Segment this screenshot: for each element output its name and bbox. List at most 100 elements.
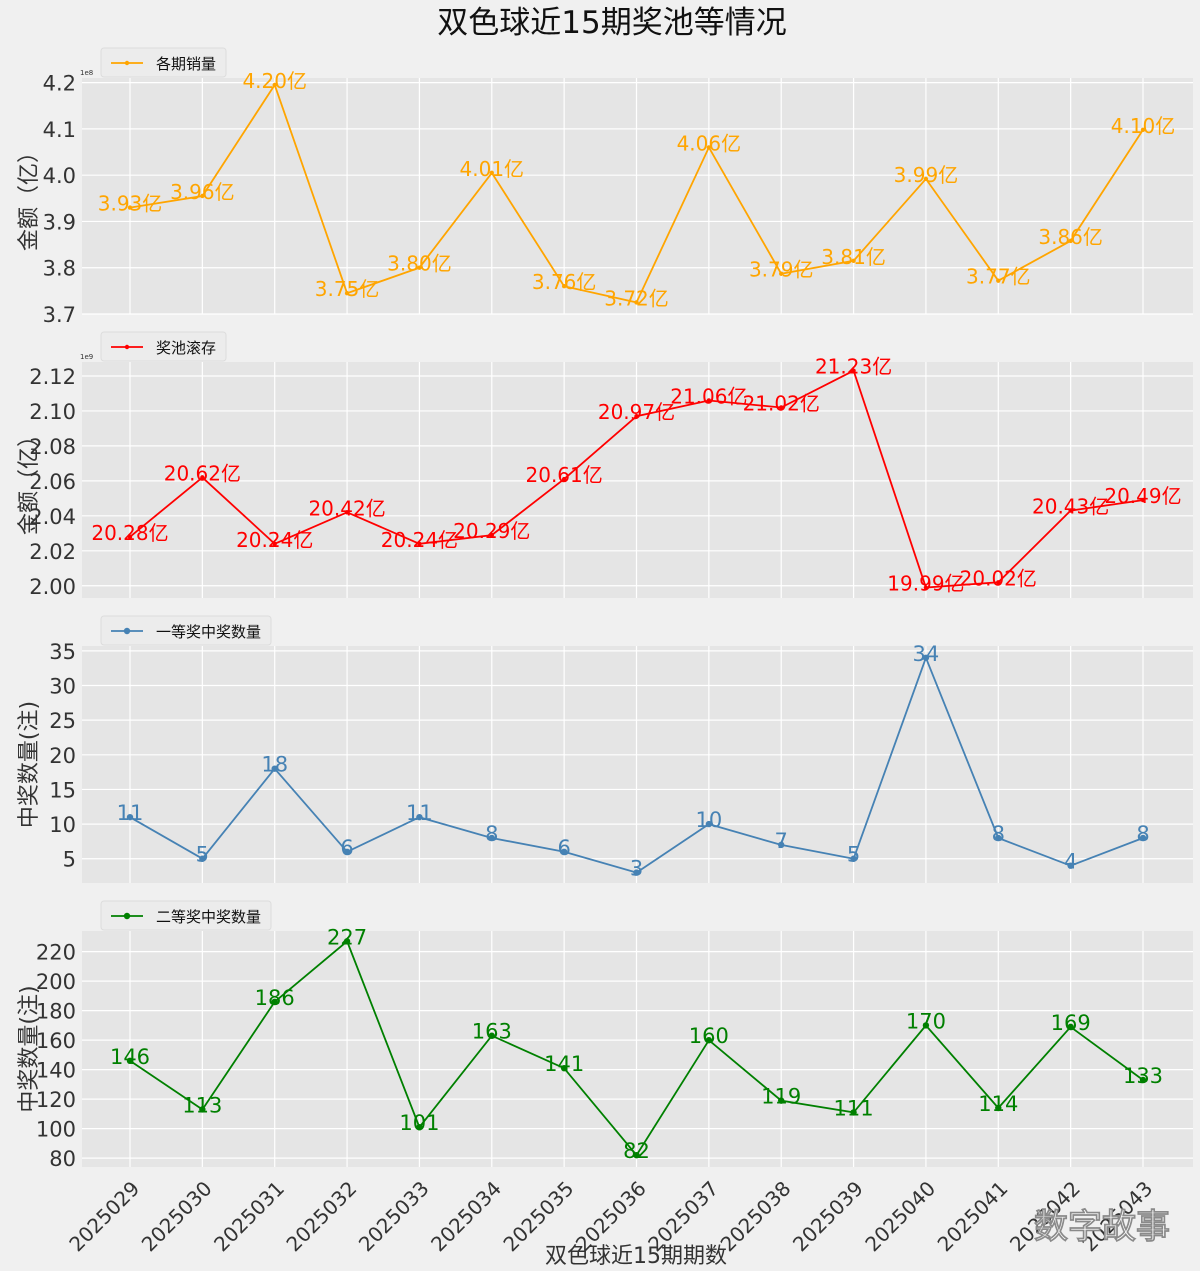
data-point — [488, 1032, 495, 1039]
data-point — [344, 290, 350, 296]
data-point — [1140, 127, 1146, 133]
legend: 各期销量 — [100, 47, 227, 78]
data-label: 133 — [1123, 1064, 1163, 1088]
panel-3: 5 10 15 20 25 30 35 中奖数量(注) 11 5 18 6 11 8 6 3 10 7 5 34 8 4 8… — [17, 615, 1193, 883]
data-label: 170 — [906, 1009, 946, 1033]
data-label: 34 — [913, 642, 940, 666]
legend-label: 二等奖中奖数量 — [156, 908, 261, 926]
data-point — [344, 510, 350, 515]
y-tick-label: 220 — [36, 941, 76, 965]
data-label: 4.10亿 — [1111, 114, 1176, 138]
data-point — [199, 1106, 206, 1113]
data-point — [922, 1022, 930, 1029]
y-tick-label: 100 — [36, 1118, 76, 1142]
data-label: 11 — [406, 801, 433, 825]
data-label: 101 — [399, 1111, 439, 1135]
panel-4: 80 100 120 140 160 180 200 220 中奖数量(注) 146 113 186 2… — [17, 900, 1193, 1171]
data-point — [633, 1152, 640, 1159]
data-point — [416, 1123, 423, 1131]
data-label: 186 — [255, 986, 295, 1010]
data-label: 5 — [196, 843, 209, 867]
y-tick-label: 3.7 — [43, 303, 76, 327]
data-label: 141 — [544, 1052, 584, 1076]
x-tick-label: 2025032 — [281, 1176, 361, 1256]
data-label: 113 — [182, 1093, 222, 1117]
data-label: 4.20亿 — [242, 69, 307, 93]
data-label: 3 — [630, 857, 643, 881]
data-label: 119 — [761, 1085, 801, 1109]
legend-box — [100, 331, 227, 362]
legend-box — [100, 47, 227, 78]
x-tick-label: 2025041 — [933, 1176, 1013, 1256]
legend: 一等奖中奖数量 — [100, 615, 272, 646]
data-label: 20.49亿 — [1104, 484, 1181, 508]
data-point — [851, 368, 856, 373]
data-point — [200, 475, 205, 480]
x-tick-label: 2025030 — [137, 1176, 217, 1256]
legend-box — [100, 615, 272, 646]
x-tick-label: 2025040 — [860, 1176, 940, 1256]
y-axis-label: 金额（亿） — [17, 425, 42, 535]
legend-swatch-marker — [123, 627, 131, 635]
data-label: 3.86亿 — [1038, 225, 1103, 249]
y-tick-label: 4.1 — [43, 118, 76, 142]
plot-area — [82, 362, 1193, 598]
x-axis-label: 双色球近15期期数 — [545, 1244, 727, 1269]
x-tick-label: 2025033 — [354, 1176, 434, 1256]
data-label: 3.77亿 — [966, 265, 1031, 289]
y-tick-label: 35 — [49, 640, 76, 664]
data-label: 19.99亿 — [887, 572, 964, 596]
data-label: 3.72亿 — [604, 286, 669, 310]
data-label: 3.81亿 — [821, 245, 886, 269]
data-label: 5 — [847, 843, 860, 867]
data-point — [561, 284, 567, 289]
data-point — [127, 534, 133, 540]
data-point — [633, 869, 640, 876]
data-point — [705, 1036, 713, 1044]
data-point — [995, 834, 1002, 842]
data-label: 146 — [110, 1045, 150, 1069]
data-label: 20.24亿 — [381, 528, 458, 552]
data-point — [705, 820, 713, 828]
y-tick-label: 180 — [36, 1000, 76, 1024]
legend-label: 一等奖中奖数量 — [156, 623, 261, 641]
data-point — [272, 82, 277, 88]
y-offset-label: 1e8 — [80, 69, 93, 77]
x-tick-label: 2025038 — [716, 1176, 796, 1256]
legend-swatch-marker — [124, 60, 130, 66]
data-label: 20.28亿 — [91, 521, 168, 545]
data-label: 111 — [834, 1096, 874, 1120]
data-point — [200, 193, 205, 199]
data-label: 3.80亿 — [387, 252, 452, 276]
legend: 二等奖中奖数量 — [100, 900, 272, 931]
data-point — [996, 580, 1001, 585]
x-tick-label: 2025034 — [426, 1176, 506, 1256]
y-tick-label: 120 — [36, 1088, 76, 1112]
data-point — [850, 855, 857, 862]
data-label: 6 — [557, 836, 570, 860]
panel-1: 3.7 3.8 3.9 4.0 4.1 4.2 1e8 金额（亿） 3.93亿 3.96亿 4.20… — [17, 47, 1193, 327]
data-point — [922, 654, 930, 661]
data-point — [126, 813, 134, 821]
legend-swatch-marker — [123, 912, 131, 920]
y-tick-label: 2.04 — [29, 505, 76, 529]
y-tick-label: 4.0 — [43, 164, 76, 188]
data-label: 114 — [978, 1092, 1018, 1116]
data-label: 20.43亿 — [1032, 495, 1109, 519]
data-point — [1067, 1023, 1074, 1031]
panel-2: 2.00 2.02 2.04 2.06 2.08 2.10 2.12 1e9 金额（亿） 20.2… — [17, 331, 1193, 599]
data-point — [778, 1097, 785, 1104]
data-point — [1068, 238, 1073, 244]
data-point — [127, 205, 133, 210]
chart-title: 双色球近15期奖池等情况 — [437, 5, 786, 41]
data-label: 20.62亿 — [164, 461, 241, 485]
data-point — [923, 585, 929, 590]
y-tick-label: 140 — [36, 1059, 76, 1083]
data-label: 3.75亿 — [315, 277, 380, 301]
y-tick-label: 25 — [49, 709, 76, 733]
y-tick-label: 5 — [63, 848, 76, 872]
data-point — [560, 848, 568, 856]
y-axis-label: 中奖数量(注) — [17, 985, 42, 1112]
chart-panels: 3.7 3.8 3.9 4.0 4.1 4.2 1e8 金额（亿） 3.93亿 3.96亿 4.20… — [17, 47, 1193, 1171]
data-point — [416, 813, 423, 821]
